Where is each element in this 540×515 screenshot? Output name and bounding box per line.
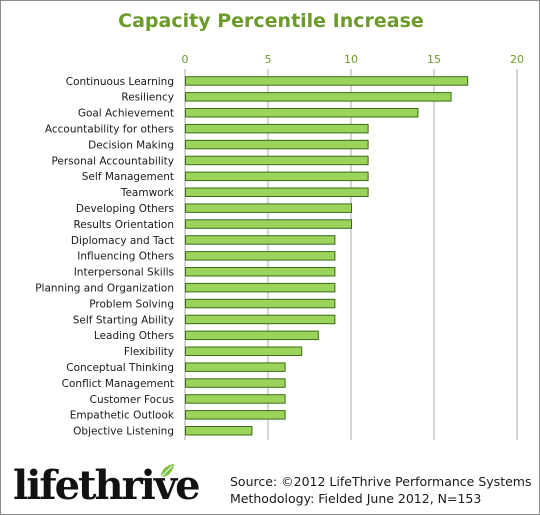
category-label: Influencing Others xyxy=(77,251,174,263)
category-label: Problem Solving xyxy=(89,298,174,310)
bar xyxy=(185,378,286,388)
bar xyxy=(185,203,352,213)
bar xyxy=(185,76,469,86)
category-label: Self Management xyxy=(82,171,174,183)
x-tick-label: 15 xyxy=(427,53,441,66)
lifethrive-logo: lifethrive xyxy=(13,461,203,513)
category-label: Empathetic Outlook xyxy=(70,410,175,422)
bar xyxy=(185,108,419,118)
category-label: Objective Listening xyxy=(73,426,174,438)
category-label: Conflict Management xyxy=(62,378,174,390)
category-label: Developing Others xyxy=(76,203,174,215)
category-label: Goal Achievement xyxy=(78,108,174,120)
bar xyxy=(185,267,336,277)
category-label: Teamwork xyxy=(120,187,175,199)
bar xyxy=(185,282,336,293)
category-label: Results Orientation xyxy=(73,219,174,231)
category-label: Decision Making xyxy=(88,139,174,151)
bar xyxy=(185,187,369,197)
category-label: Resiliency xyxy=(121,92,174,104)
bar xyxy=(185,235,336,245)
bar xyxy=(185,298,336,309)
source-line: Source: ©2012 LifeThrive Performance Sys… xyxy=(230,474,532,489)
category-label: Customer Focus xyxy=(90,394,174,406)
category-label: Conceptual Thinking xyxy=(66,362,174,374)
category-label: Continuous Learning xyxy=(66,76,174,88)
category-label: Accountability for others xyxy=(45,123,174,135)
bar xyxy=(185,139,369,150)
source-note: Source: ©2012 LifeThrive Performance Sys… xyxy=(230,473,531,507)
x-tick-label: 20 xyxy=(510,53,524,66)
category-label: Self Starting Ability xyxy=(73,314,174,326)
bar xyxy=(185,410,286,420)
chart-title: Capacity Percentile Increase xyxy=(118,10,424,32)
bar xyxy=(185,394,286,404)
x-tick-label: 10 xyxy=(344,53,358,66)
leaf-icon xyxy=(160,464,174,478)
methodology-line: Methodology: Fielded June 2012, N=153 xyxy=(230,491,482,506)
bar xyxy=(185,123,369,134)
bar xyxy=(185,219,352,229)
bar xyxy=(185,171,369,182)
category-label: Planning and Organization xyxy=(35,282,174,294)
bars xyxy=(185,76,469,436)
bar xyxy=(185,330,319,341)
category-label: Personal Accountability xyxy=(51,155,174,167)
category-label: Interpersonal Skills xyxy=(74,267,174,279)
bar xyxy=(185,346,303,356)
x-tick-label: 0 xyxy=(182,53,189,66)
category-label: Flexibility xyxy=(124,346,174,358)
category-labels: Continuous Learning Resiliency Goal Achiev… xyxy=(35,76,175,438)
category-label: Leading Others xyxy=(94,330,174,342)
bar xyxy=(185,251,336,261)
bar xyxy=(185,362,286,372)
bar xyxy=(185,426,253,436)
bar xyxy=(185,314,336,325)
bar xyxy=(185,155,369,166)
x-axis-ticks: 0 5 10 15 20 xyxy=(182,53,525,66)
category-label: Diplomacy and Tact xyxy=(71,235,174,247)
x-tick-label: 5 xyxy=(265,53,272,66)
bar xyxy=(185,92,452,102)
